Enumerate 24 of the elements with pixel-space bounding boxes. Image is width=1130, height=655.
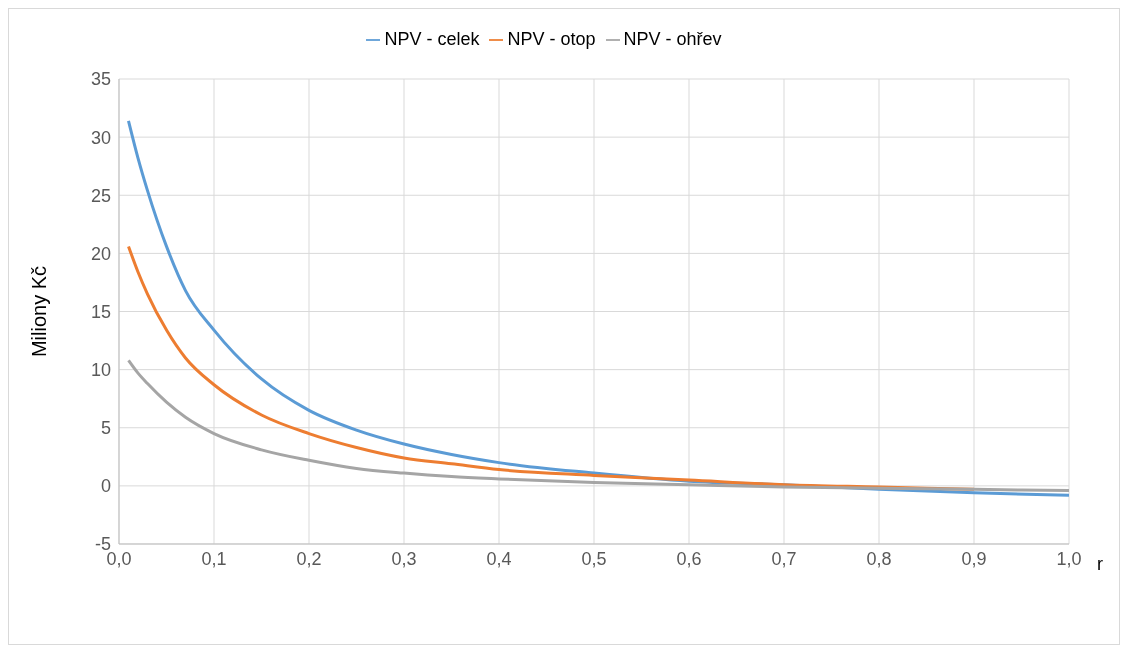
- y-tick-label: 25: [90, 185, 111, 206]
- y-tick-label: 5: [100, 418, 111, 439]
- x-tick-label: 0,1: [201, 548, 227, 569]
- x-tick-label: 1,0: [1056, 548, 1082, 569]
- y-tick-label: 20: [90, 243, 111, 264]
- x-tick-label: 0,6: [676, 548, 702, 569]
- legend-label: NPV - celek: [384, 29, 480, 49]
- x-tick-label: 0,5: [581, 548, 607, 569]
- line-series: [127, 358, 1069, 493]
- x-tick-label: 0,3: [391, 548, 417, 569]
- x-tick-label: 0,4: [486, 548, 512, 569]
- x-tick-label: 0,2: [296, 548, 322, 569]
- y-tick-label: 35: [90, 69, 111, 90]
- x-tick-label: 0,9: [961, 548, 987, 569]
- y-axis-title: Miliony Kč: [28, 265, 51, 358]
- legend-label: NPV - ohřev: [623, 29, 722, 49]
- x-tick-label: 0,7: [771, 548, 797, 569]
- y-tick-label: 30: [90, 127, 111, 148]
- x-tick-label: 0,8: [866, 548, 892, 569]
- y-tick-label: 10: [90, 360, 111, 381]
- y-tick-label: 0: [100, 476, 111, 497]
- y-tick-label: 15: [90, 301, 111, 322]
- legend-label: NPV - otop: [507, 29, 596, 49]
- x-axis-title: r: [1097, 554, 1103, 575]
